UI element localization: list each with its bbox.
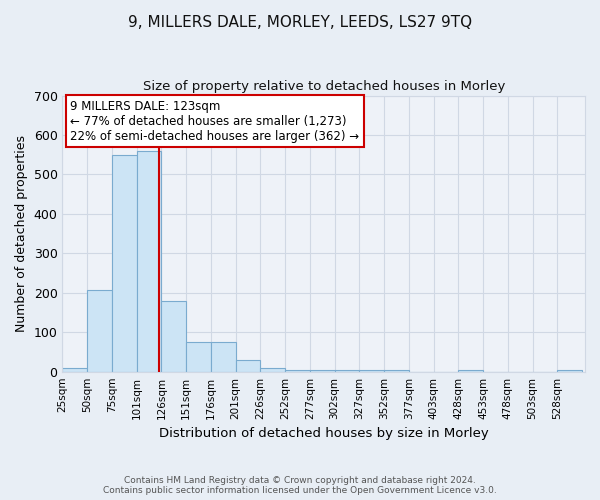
Bar xyxy=(161,300,186,372)
Bar xyxy=(211,342,236,372)
Bar xyxy=(285,370,310,372)
Bar xyxy=(557,370,582,372)
Bar xyxy=(359,370,384,372)
Bar xyxy=(87,290,112,372)
Bar xyxy=(137,151,161,372)
Text: 9, MILLERS DALE, MORLEY, LEEDS, LS27 9TQ: 9, MILLERS DALE, MORLEY, LEEDS, LS27 9TQ xyxy=(128,15,472,30)
Bar xyxy=(236,360,260,372)
Bar xyxy=(186,342,211,372)
Bar xyxy=(458,370,483,372)
Bar xyxy=(310,370,335,372)
Title: Size of property relative to detached houses in Morley: Size of property relative to detached ho… xyxy=(143,80,505,93)
Bar xyxy=(112,154,137,372)
Y-axis label: Number of detached properties: Number of detached properties xyxy=(15,135,28,332)
Bar xyxy=(335,370,359,372)
Bar xyxy=(260,368,285,372)
Text: Contains HM Land Registry data © Crown copyright and database right 2024.
Contai: Contains HM Land Registry data © Crown c… xyxy=(103,476,497,495)
Text: 9 MILLERS DALE: 123sqm
← 77% of detached houses are smaller (1,273)
22% of semi-: 9 MILLERS DALE: 123sqm ← 77% of detached… xyxy=(70,100,359,142)
Bar xyxy=(62,368,87,372)
X-axis label: Distribution of detached houses by size in Morley: Distribution of detached houses by size … xyxy=(159,427,488,440)
Bar xyxy=(384,370,409,372)
